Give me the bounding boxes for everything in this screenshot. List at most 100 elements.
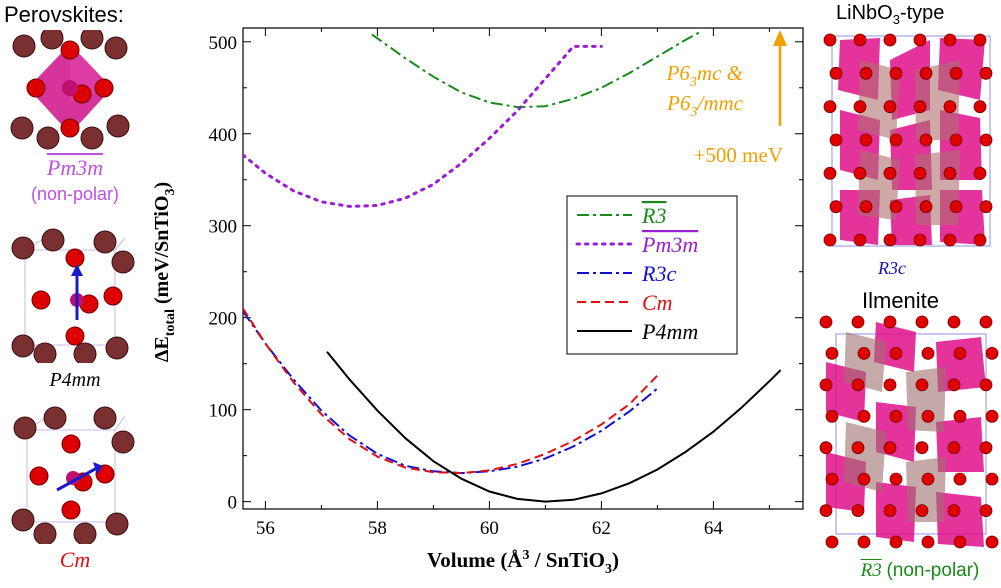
oxygen-atom	[853, 233, 867, 247]
oxygen-atom	[851, 315, 865, 329]
oxygen-atom	[949, 66, 963, 80]
pm3m-structure-image	[10, 30, 130, 150]
oxygen-atom	[851, 441, 865, 455]
x-tick-label: 60	[480, 518, 499, 539]
oxygen-atom	[947, 441, 961, 455]
oxygen-atom	[883, 233, 897, 247]
oxygen-atom	[889, 66, 903, 80]
oxygen-atom	[985, 535, 999, 549]
cm-label: Cm	[59, 547, 91, 572]
oxygen-atom	[829, 133, 843, 147]
oxygen-atom	[819, 441, 833, 455]
x-tick-label: 64	[704, 518, 724, 539]
linbo3-title: LiNbO3-type	[836, 2, 945, 27]
legend-label-pm3m: Pm3m	[641, 232, 698, 257]
oxygen-atom	[819, 504, 833, 518]
oxygen-atom	[979, 441, 993, 455]
ilmenite-title: Ilmenite	[862, 288, 940, 313]
oxygen-atom	[889, 200, 903, 214]
annotation-arrowhead	[773, 30, 787, 46]
oxygen-atom	[825, 472, 839, 486]
oxygen-atom	[859, 66, 873, 80]
oxygen-atom	[921, 409, 935, 423]
p4mm-structure-image	[11, 228, 135, 363]
oxygen-atom	[947, 315, 961, 329]
oxygen-atom	[985, 409, 999, 423]
oxygen-atom	[859, 133, 873, 147]
oxygen-atom	[883, 378, 897, 392]
oxygen-atom	[829, 66, 843, 80]
oxygen-atom	[921, 347, 935, 360]
oxygen-atom	[889, 347, 903, 360]
y-tick-label: 0	[228, 493, 238, 514]
oxygen-atom	[979, 66, 993, 80]
oxygen-atom	[979, 133, 993, 147]
energy-volume-chart: 56 58 60 62 64 0 100 200 300 400 500 ΔEtotal (meV…	[151, 27, 804, 577]
series-line-cm	[243, 307, 659, 475]
oxygen-atom	[953, 472, 967, 486]
r3-note: (non-polar)	[886, 560, 980, 581]
linbo3-structure-image	[823, 33, 993, 247]
y-tick-label: 200	[209, 309, 238, 330]
oxygen-atom	[883, 504, 897, 518]
legend-box	[566, 195, 738, 355]
p4mm-label: P4mm	[49, 369, 101, 391]
oxygen-atom	[823, 233, 837, 247]
oxygen-atom	[883, 33, 897, 47]
oxygen-atom	[919, 200, 933, 214]
x-axis-ticks: 56 58 60 62 64	[256, 28, 770, 539]
oxygen-atom	[913, 100, 927, 114]
oxygen-atom	[979, 200, 993, 214]
oxygen-atom	[857, 409, 871, 423]
y-tick-label: 100	[209, 401, 238, 422]
oxygen-atom	[823, 33, 837, 47]
oxygen-atom	[947, 378, 961, 392]
oxygen-atom	[979, 378, 993, 392]
oxygen-atom	[889, 409, 903, 423]
x-axis-label: Volume (Å3 / SnTiO3)	[427, 548, 619, 577]
oxygen-atom	[825, 535, 839, 549]
oxygen-atom	[985, 347, 999, 360]
oxygen-atom	[915, 504, 929, 518]
perovskites-title: Perovskites:	[4, 2, 124, 27]
oxygen-atom	[915, 378, 929, 392]
hexagonal-annotation: P63mc & P63/mmc +500 meV	[666, 30, 787, 167]
oxygen-atom	[889, 535, 903, 549]
r3-label: R3	[860, 560, 882, 581]
oxygen-atom	[819, 315, 833, 329]
oxygen-atom	[913, 233, 927, 247]
oxygen-atom	[851, 378, 865, 392]
y-axis-label: ΔEtotal (meV/SnTiO3)	[151, 182, 178, 362]
annotation-line1: P63mc &	[666, 61, 744, 90]
oxygen-atom	[943, 33, 957, 47]
oxygen-atom	[853, 33, 867, 47]
oxygen-atom	[889, 133, 903, 147]
oxygen-atom	[973, 166, 987, 180]
oxygen-atom	[859, 200, 873, 214]
oxygen-atom	[915, 315, 929, 329]
oxygen-atom	[823, 100, 837, 114]
oxygen-atom	[889, 472, 903, 486]
oxygen-atom	[921, 535, 935, 549]
x-tick-label: 58	[368, 518, 387, 539]
oxygen-atom	[857, 535, 871, 549]
oxygen-atom	[953, 535, 967, 549]
oxygen-atom	[857, 347, 871, 360]
oxygen-atom	[853, 100, 867, 114]
oxygen-atom	[883, 441, 897, 455]
oxygen-atom	[943, 166, 957, 180]
oxygen-atom	[829, 200, 843, 214]
annotation-line2: P63/mmc	[666, 91, 743, 120]
oxygen-atom	[913, 33, 927, 47]
oxygen-atom	[953, 409, 967, 423]
legend-label-r3c: R3c	[641, 261, 676, 286]
y-axis-ticks: 0 100 200 300 400 500	[209, 33, 803, 514]
x-tick-label: 62	[592, 518, 611, 539]
oxygen-atom	[973, 33, 987, 47]
ilmenite-structure-image	[819, 315, 999, 549]
y-tick-label: 500	[209, 33, 238, 54]
legend-label-p4mm: P4mm	[641, 319, 698, 344]
oxygen-atom	[853, 166, 867, 180]
x-tick-label: 56	[256, 518, 275, 539]
oxygen-atom	[915, 441, 929, 455]
